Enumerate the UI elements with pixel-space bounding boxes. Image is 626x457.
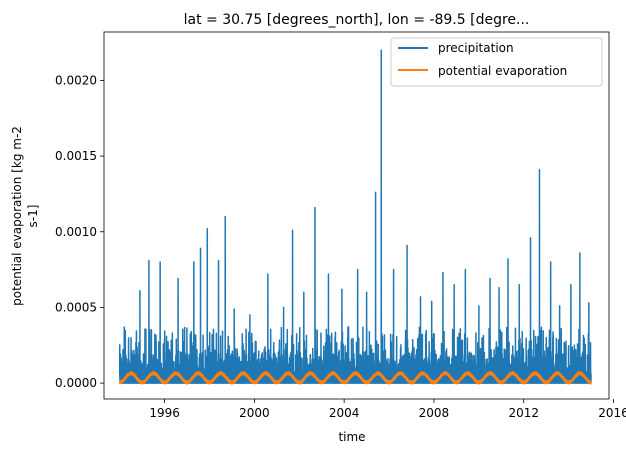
x-axis-label: time — [338, 430, 365, 444]
legend: precipitation potential evaporation — [390, 37, 603, 87]
plot-frame — [103, 31, 610, 400]
x-tick-label: 2008 — [419, 406, 450, 420]
y-axis-label-line-2: s-1] — [26, 205, 40, 228]
y-axis-label-line-1: potential evaporation [kg m-2 — [10, 126, 24, 306]
x-axis-ticks: 1996 2000 2004 2008 2012 2016 — [149, 399, 626, 420]
series-potential-evaporation-line — [118, 371, 592, 385]
chart-marks — [118, 49, 592, 385]
y-tick-label: 0.0015 — [55, 149, 97, 163]
series-precipitation-line — [118, 49, 592, 384]
y-tick-label: 0.0020 — [55, 73, 97, 87]
legend-label-potential-evaporation: potential evaporation — [438, 64, 567, 78]
legend-label-precipitation: precipitation — [438, 41, 514, 55]
y-tick-label: 0.0010 — [55, 225, 97, 239]
y-axis-ticks: 0.0000 0.0005 0.0010 0.0015 0.0020 — [55, 73, 104, 390]
chart-title: lat = 30.75 [degrees_north], lon = -89.5… — [184, 12, 530, 28]
legend-box — [390, 37, 603, 87]
y-tick-label: 0.0005 — [55, 300, 97, 314]
x-tick-label: 2000 — [239, 406, 270, 420]
x-tick-label: 1996 — [149, 406, 180, 420]
x-tick-label: 2012 — [508, 406, 539, 420]
x-tick-label: 2004 — [329, 406, 360, 420]
x-tick-label: 2016 — [598, 406, 626, 420]
y-tick-label: 0.0000 — [55, 376, 97, 390]
